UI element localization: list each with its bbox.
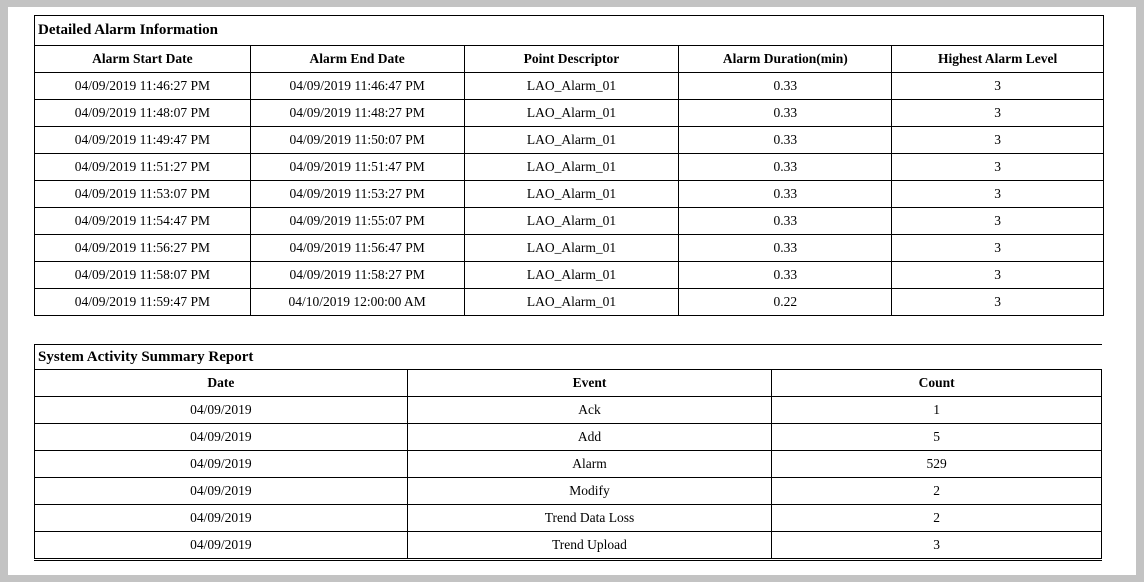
column-header: Highest Alarm Level xyxy=(891,45,1104,73)
table-cell: 04/09/2019 11:53:27 PM xyxy=(249,180,465,208)
table-cell: LAO_Alarm_01 xyxy=(463,234,680,262)
table-cell: 2 xyxy=(771,504,1102,532)
table-cell: 0.33 xyxy=(678,72,893,100)
table-cell: 529 xyxy=(771,450,1102,478)
table-cell: 04/09/2019 11:48:07 PM xyxy=(34,99,251,127)
table-row: 04/09/2019 11:56:27 PM 04/09/2019 11:56:4… xyxy=(34,234,1104,262)
table-cell: 0.33 xyxy=(678,99,893,127)
table-cell: 3 xyxy=(891,288,1104,316)
table-cell: LAO_Alarm_01 xyxy=(463,180,680,208)
table-cell: LAO_Alarm_01 xyxy=(463,126,680,154)
table-cell: 04/09/2019 11:46:27 PM xyxy=(34,72,251,100)
system-activity-table: System Activity Summary Report Date Event… xyxy=(34,344,1102,561)
report-page: Detailed Alarm Information Alarm Start D… xyxy=(8,7,1136,575)
table-cell: 3 xyxy=(891,126,1104,154)
table-cell: 04/09/2019 11:46:47 PM xyxy=(249,72,465,100)
detailed-alarm-table: Detailed Alarm Information Alarm Start D… xyxy=(34,15,1104,316)
table-row: 04/09/2019 11:59:47 PM 04/10/2019 12:00:0… xyxy=(34,288,1104,316)
table-cell: LAO_Alarm_01 xyxy=(463,72,680,100)
column-header: Event xyxy=(406,369,773,397)
table-cell: 3 xyxy=(891,261,1104,289)
table-cell: 04/09/2019 11:49:47 PM xyxy=(34,126,251,154)
column-header: Point Descriptor xyxy=(463,45,680,73)
table-cell: 04/09/2019 xyxy=(34,531,408,560)
table-cell: 3 xyxy=(891,72,1104,100)
table-row: 04/09/2019 Add 5 xyxy=(34,423,1102,451)
table-row: 04/09/2019 Modify 2 xyxy=(34,477,1102,505)
table-row: 04/09/2019 Trend Upload 3 xyxy=(34,531,1102,560)
table-cell: 0.33 xyxy=(678,234,893,262)
table-cell: 04/09/2019 xyxy=(34,450,408,478)
column-header: Count xyxy=(771,369,1102,397)
table-cell: 3 xyxy=(771,531,1102,560)
table-cell: 04/10/2019 12:00:00 AM xyxy=(249,288,465,316)
table-cell: LAO_Alarm_01 xyxy=(463,261,680,289)
table-cell: 3 xyxy=(891,234,1104,262)
table-cell: LAO_Alarm_01 xyxy=(463,153,680,181)
table-cell: 0.33 xyxy=(678,261,893,289)
table-cell: 04/09/2019 11:51:47 PM xyxy=(249,153,465,181)
table-cell: 3 xyxy=(891,180,1104,208)
table-cell: LAO_Alarm_01 xyxy=(463,207,680,235)
table-cell: 2 xyxy=(771,477,1102,505)
table-cell: 0.33 xyxy=(678,126,893,154)
table-row: 04/09/2019 11:51:27 PM 04/09/2019 11:51:4… xyxy=(34,153,1104,181)
table-row: 04/09/2019 11:46:27 PM 04/09/2019 11:46:4… xyxy=(34,72,1104,100)
table-cell: 04/09/2019 xyxy=(34,504,408,532)
table-cell: Trend Data Loss xyxy=(406,504,773,532)
table-cell: LAO_Alarm_01 xyxy=(463,288,680,316)
table-cell: 0.33 xyxy=(678,153,893,181)
column-header: Alarm End Date xyxy=(249,45,465,73)
table-cell: 3 xyxy=(891,207,1104,235)
table-cell: Ack xyxy=(406,396,773,424)
table-cell: 0.33 xyxy=(678,180,893,208)
table-cell: 1 xyxy=(771,396,1102,424)
table-cell: 04/09/2019 11:58:27 PM xyxy=(249,261,465,289)
table-cell: Add xyxy=(406,423,773,451)
table-cell: 04/09/2019 11:51:27 PM xyxy=(34,153,251,181)
table-cell: 04/09/2019 11:59:47 PM xyxy=(34,288,251,316)
table-cell: 04/09/2019 xyxy=(34,396,408,424)
table-row: 04/09/2019 11:48:07 PM 04/09/2019 11:48:2… xyxy=(34,99,1104,127)
table-row: 04/09/2019 11:49:47 PM 04/09/2019 11:50:0… xyxy=(34,126,1104,154)
table-cell: Alarm xyxy=(406,450,773,478)
table-cell: Trend Upload xyxy=(406,531,773,560)
table-cell: 3 xyxy=(891,99,1104,127)
column-header: Alarm Start Date xyxy=(34,45,251,73)
table-cell: 04/09/2019 11:55:07 PM xyxy=(249,207,465,235)
column-header: Date xyxy=(34,369,408,397)
table-cell: LAO_Alarm_01 xyxy=(463,99,680,127)
table-row: 04/09/2019 Trend Data Loss 2 xyxy=(34,504,1102,532)
table-cell: 04/09/2019 11:50:07 PM xyxy=(249,126,465,154)
table-row: 04/09/2019 Alarm 529 xyxy=(34,450,1102,478)
table-cell: 04/09/2019 11:56:27 PM xyxy=(34,234,251,262)
table-cell: 04/09/2019 11:58:07 PM xyxy=(34,261,251,289)
table-row: 04/09/2019 Ack 1 xyxy=(34,396,1102,424)
activity-table-title: System Activity Summary Report xyxy=(34,344,1102,370)
table-cell: 5 xyxy=(771,423,1102,451)
alarm-table-title: Detailed Alarm Information xyxy=(34,15,1104,46)
table-cell: Modify xyxy=(406,477,773,505)
table-row: 04/09/2019 11:53:07 PM 04/09/2019 11:53:2… xyxy=(34,180,1104,208)
table-cell: 04/09/2019 11:53:07 PM xyxy=(34,180,251,208)
table-cell: 3 xyxy=(891,153,1104,181)
table-cell: 04/09/2019 11:54:47 PM xyxy=(34,207,251,235)
table-cell: 04/09/2019 11:56:47 PM xyxy=(249,234,465,262)
table-row: 04/09/2019 11:58:07 PM 04/09/2019 11:58:2… xyxy=(34,261,1104,289)
table-cell: 04/09/2019 11:48:27 PM xyxy=(249,99,465,127)
table-row: 04/09/2019 11:54:47 PM 04/09/2019 11:55:0… xyxy=(34,207,1104,235)
table-cell: 0.22 xyxy=(678,288,893,316)
column-header: Alarm Duration(min) xyxy=(678,45,893,73)
table-cell: 0.33 xyxy=(678,207,893,235)
table-cell: 04/09/2019 xyxy=(34,423,408,451)
table-cell: 04/09/2019 xyxy=(34,477,408,505)
